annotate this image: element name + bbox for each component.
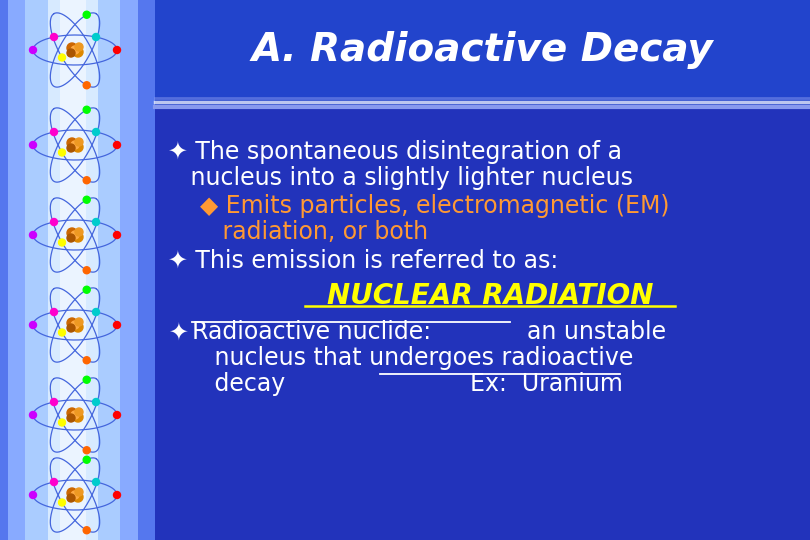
- Circle shape: [67, 494, 75, 502]
- Circle shape: [29, 232, 36, 239]
- Circle shape: [73, 322, 83, 332]
- Circle shape: [83, 376, 90, 383]
- Circle shape: [83, 447, 90, 454]
- Circle shape: [71, 141, 79, 149]
- Text: decay: decay: [192, 372, 285, 396]
- Circle shape: [50, 399, 58, 406]
- Circle shape: [71, 231, 79, 239]
- Circle shape: [73, 412, 83, 422]
- Circle shape: [50, 129, 58, 136]
- Text: NUCLEAR RADIATION: NUCLEAR RADIATION: [326, 282, 653, 310]
- Circle shape: [92, 308, 100, 315]
- Circle shape: [67, 408, 77, 418]
- Circle shape: [113, 491, 121, 498]
- Text: A. Radioactive Decay: A. Radioactive Decay: [251, 31, 713, 69]
- Circle shape: [50, 478, 58, 485]
- Circle shape: [58, 419, 66, 426]
- Circle shape: [113, 232, 121, 239]
- Circle shape: [67, 318, 77, 328]
- FancyBboxPatch shape: [25, 0, 120, 540]
- Circle shape: [71, 321, 79, 329]
- Circle shape: [50, 219, 58, 226]
- Circle shape: [58, 239, 66, 246]
- Circle shape: [67, 234, 75, 242]
- Circle shape: [92, 399, 100, 406]
- Circle shape: [29, 141, 36, 149]
- Circle shape: [73, 142, 83, 152]
- Circle shape: [75, 318, 83, 326]
- Circle shape: [67, 228, 77, 238]
- Circle shape: [83, 106, 90, 113]
- Circle shape: [92, 478, 100, 485]
- Circle shape: [113, 46, 121, 53]
- Circle shape: [58, 329, 66, 336]
- FancyBboxPatch shape: [8, 0, 138, 540]
- Circle shape: [83, 286, 90, 293]
- Circle shape: [75, 408, 83, 416]
- Circle shape: [29, 46, 36, 53]
- Circle shape: [83, 11, 90, 18]
- Circle shape: [67, 414, 75, 422]
- Circle shape: [29, 491, 36, 498]
- Circle shape: [75, 138, 83, 146]
- Circle shape: [67, 138, 77, 148]
- Text: nucleus into a slightly lighter nucleus: nucleus into a slightly lighter nucleus: [168, 166, 633, 190]
- FancyBboxPatch shape: [48, 0, 98, 540]
- Circle shape: [58, 149, 66, 156]
- Circle shape: [75, 228, 83, 236]
- FancyBboxPatch shape: [60, 0, 86, 540]
- Circle shape: [50, 308, 58, 315]
- Circle shape: [83, 357, 90, 364]
- Circle shape: [113, 321, 121, 328]
- Circle shape: [75, 488, 83, 496]
- Circle shape: [73, 47, 83, 57]
- Circle shape: [83, 82, 90, 89]
- Circle shape: [67, 49, 75, 57]
- Circle shape: [83, 196, 90, 203]
- Circle shape: [67, 144, 75, 152]
- Circle shape: [67, 43, 77, 53]
- FancyBboxPatch shape: [155, 107, 810, 540]
- Circle shape: [71, 411, 79, 419]
- Circle shape: [92, 219, 100, 226]
- Circle shape: [58, 54, 66, 61]
- Text: Ex:  Uranium: Ex: Uranium: [380, 372, 623, 396]
- Circle shape: [73, 492, 83, 502]
- Circle shape: [83, 177, 90, 184]
- Circle shape: [92, 33, 100, 40]
- Circle shape: [73, 232, 83, 242]
- Circle shape: [75, 43, 83, 51]
- Circle shape: [92, 129, 100, 136]
- Text: ✦ This emission is referred to as:: ✦ This emission is referred to as:: [168, 248, 558, 272]
- Circle shape: [83, 456, 90, 463]
- FancyBboxPatch shape: [155, 0, 810, 105]
- Circle shape: [113, 411, 121, 418]
- Circle shape: [67, 488, 77, 498]
- Circle shape: [71, 46, 79, 54]
- Circle shape: [29, 321, 36, 328]
- Text: nucleus that undergoes radioactive: nucleus that undergoes radioactive: [192, 346, 633, 370]
- Circle shape: [71, 491, 79, 499]
- Circle shape: [113, 141, 121, 149]
- FancyBboxPatch shape: [0, 0, 155, 540]
- Circle shape: [83, 526, 90, 534]
- Circle shape: [50, 33, 58, 40]
- Text: ✦ The spontaneous disintegration of a: ✦ The spontaneous disintegration of a: [168, 140, 622, 164]
- Text: radiation, or both: radiation, or both: [185, 220, 428, 244]
- Circle shape: [67, 324, 75, 332]
- Circle shape: [58, 499, 66, 506]
- Circle shape: [83, 267, 90, 274]
- Circle shape: [29, 411, 36, 418]
- Text: ✦: ✦: [168, 320, 188, 344]
- Text: Radioactive nuclide:: Radioactive nuclide:: [192, 320, 431, 344]
- Text: an unstable: an unstable: [512, 320, 666, 344]
- Text: ◆ Emits particles, electromagnetic (EM): ◆ Emits particles, electromagnetic (EM): [185, 194, 670, 218]
